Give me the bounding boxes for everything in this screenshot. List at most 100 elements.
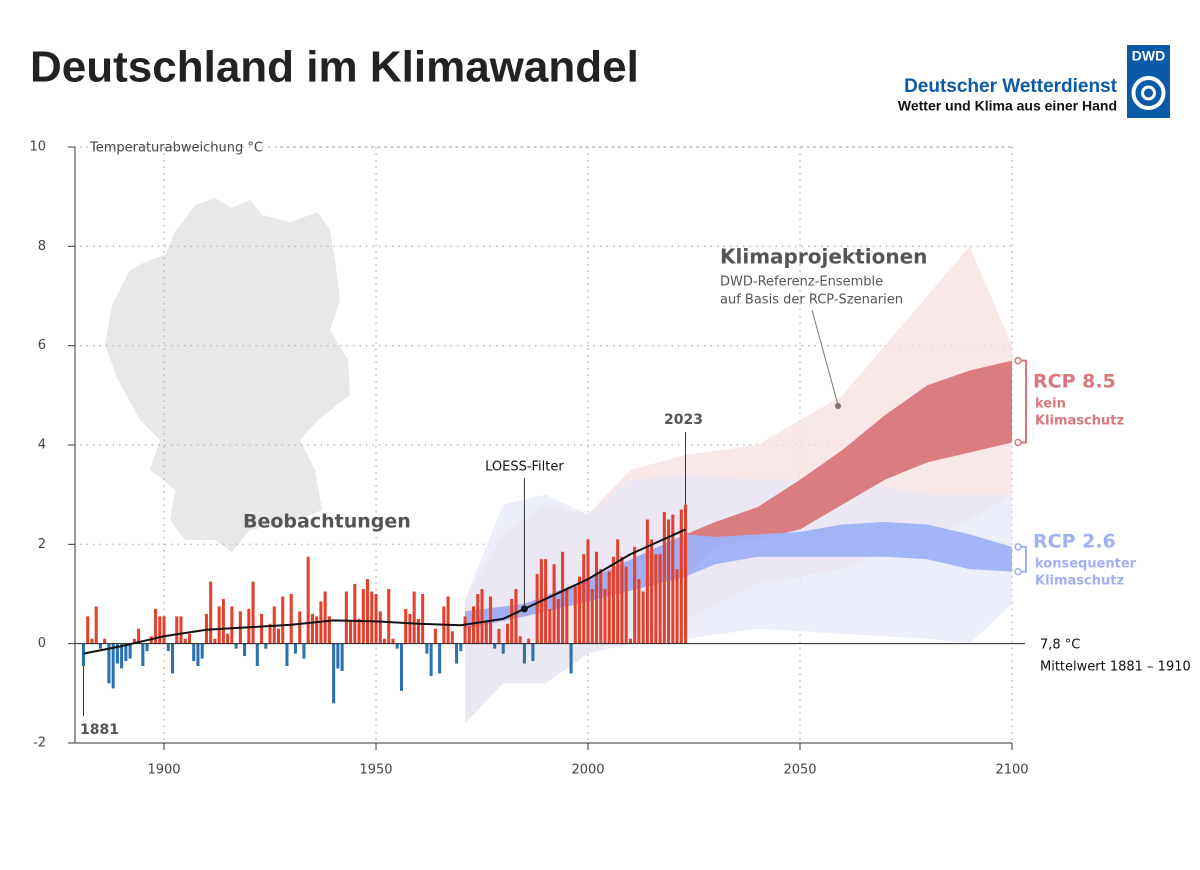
bar: [599, 569, 603, 644]
bar: [251, 581, 255, 644]
bar: [141, 643, 145, 667]
bar: [276, 628, 281, 644]
y-tick-label: 6: [38, 338, 46, 353]
logo-swirl: [1141, 85, 1156, 101]
bar: [179, 616, 183, 644]
bar: [518, 636, 522, 644]
bar: [166, 643, 170, 652]
bar: [107, 643, 111, 684]
bar: [607, 571, 611, 644]
bar: [459, 643, 463, 652]
bar: [391, 638, 395, 644]
bar: [624, 566, 628, 644]
annotation: 7,8 °C: [1040, 638, 1080, 653]
bar: [594, 551, 599, 644]
bar: [175, 616, 179, 644]
bar: [679, 509, 683, 644]
scenario-description: kein: [1035, 397, 1066, 412]
bar: [433, 628, 437, 644]
bar: [366, 579, 370, 644]
bar: [336, 643, 340, 669]
bar: [399, 643, 403, 691]
bar: [103, 638, 107, 644]
bar: [463, 616, 467, 644]
bar: [522, 643, 526, 664]
scenario-name: RCP 2.6: [1033, 531, 1116, 553]
bar: [264, 643, 268, 649]
scenario-description: konsequenter: [1035, 557, 1137, 572]
bar: [285, 643, 289, 667]
bar: [476, 594, 480, 644]
bar: [404, 608, 408, 644]
bar: [382, 638, 387, 644]
bracket-end: [1014, 438, 1022, 447]
bar: [332, 643, 336, 704]
scenario-bracket: [1018, 545, 1027, 573]
y-tick-label: -2: [33, 736, 46, 751]
scenario-bracket: [1018, 359, 1027, 444]
bar: [349, 621, 353, 644]
loess-label: LOESS-Filter: [485, 460, 564, 475]
bar: [561, 551, 565, 644]
bar: [616, 539, 620, 644]
y-tick-label: 10: [29, 140, 46, 155]
bar: [628, 638, 632, 644]
bar: [217, 606, 221, 644]
bar: [293, 643, 297, 654]
bar: [370, 591, 374, 644]
leader-line: [811, 309, 839, 406]
bar: [429, 643, 433, 676]
bracket-end: [1014, 543, 1022, 551]
scenario-description: Klimaschutz: [1035, 574, 1124, 589]
bar: [340, 643, 344, 671]
logo-box: [1127, 45, 1170, 118]
bar: [556, 598, 560, 644]
bar: [154, 608, 158, 644]
bar: [480, 589, 484, 644]
bar: [94, 606, 98, 644]
chart-title: Deutschland im Klimawandel: [30, 43, 639, 92]
y-tick-label: 8: [38, 239, 46, 254]
bar: [667, 519, 671, 644]
x-tick-label: 2100: [995, 763, 1028, 778]
bar: [298, 611, 302, 644]
y-tick-label: 4: [38, 438, 46, 453]
logo-abbr: DWD: [1132, 48, 1165, 64]
bar: [158, 616, 162, 644]
y-axis-label: Temperaturabweichung °C: [89, 141, 263, 156]
bar: [586, 539, 590, 644]
bar: [535, 574, 539, 644]
projection-band: [465, 521, 1012, 629]
bar: [357, 618, 361, 644]
bar: [578, 576, 582, 644]
x-tick-label: 2050: [783, 763, 816, 778]
annotation: 1881: [80, 722, 119, 738]
bar: [582, 554, 586, 644]
bar: [230, 606, 234, 644]
bar: [378, 611, 382, 644]
bar: [497, 628, 501, 644]
bar: [484, 621, 488, 644]
bar: [90, 638, 94, 644]
bar: [603, 589, 607, 644]
bar: [145, 643, 149, 652]
bar: [590, 589, 594, 644]
bar: [637, 579, 641, 644]
projection-title: Klimaprojektionen: [720, 245, 927, 269]
bar: [120, 643, 124, 669]
bar: [510, 598, 514, 644]
loess-line: [83, 528, 686, 655]
bar: [200, 643, 204, 659]
bracket-end: [1014, 356, 1022, 365]
annotation: Beobachtungen: [243, 511, 411, 533]
bar: [361, 589, 365, 644]
bar: [306, 556, 310, 644]
bar: [310, 613, 314, 644]
bar: [196, 643, 200, 667]
bar: [124, 643, 128, 662]
bar: [467, 626, 471, 644]
bar: [221, 598, 225, 644]
bar: [86, 616, 90, 644]
bar: [192, 643, 196, 662]
bar: [620, 556, 624, 644]
